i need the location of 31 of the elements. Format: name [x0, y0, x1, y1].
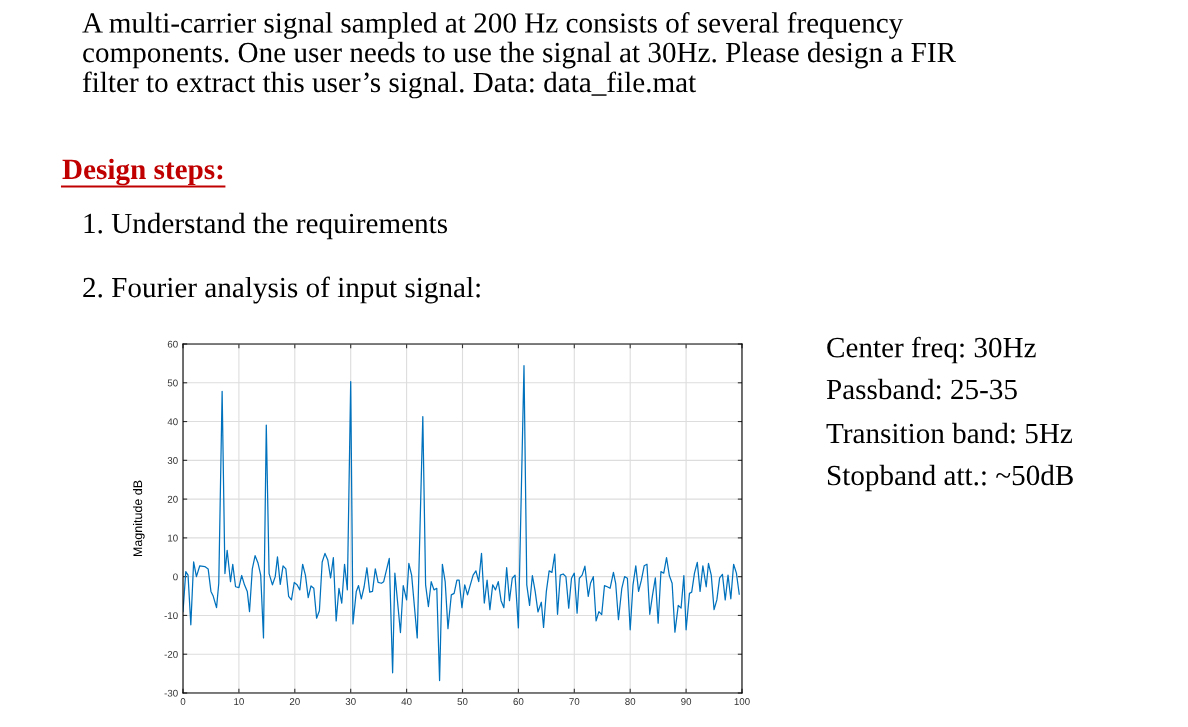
x-tick-label: 60	[513, 698, 524, 705]
y-tick-label: 60	[167, 340, 178, 348]
x-tick-label: 0	[180, 698, 186, 705]
x-tick-label: 90	[681, 698, 692, 705]
x-tick-label: 100	[734, 698, 750, 705]
y-tick-label: -30	[164, 689, 178, 697]
chart-title: A multi-carrier signal sampled at 200 Hz consists of several frequency components. One user needs to use the signal at 30Hz. Please design a FIR filter to extract this user’s signal. Data: data_file.mat	[82, 12, 956, 99]
text: Stopband att.: ~50dB	[827, 464, 1073, 492]
y-tick-label: 0	[173, 573, 178, 581]
x-tick-label: 20	[289, 698, 300, 705]
y-tick-label: 20	[167, 495, 178, 503]
x-tick-label: 10	[234, 698, 244, 705]
y-tick-label: -10	[164, 612, 178, 620]
text: Passband: 25-35	[826, 378, 1017, 400]
text: 1. Understand the requirements	[84, 212, 448, 240]
x-tick-label: 40	[401, 698, 412, 705]
line-series	[183, 365, 740, 682]
y-tick-label: 30	[167, 457, 178, 464]
x-tick-label: 70	[569, 698, 580, 705]
text: Center freq: 30Hz	[827, 336, 1036, 364]
y-tick-label: -20	[164, 650, 178, 658]
y-tick-label: 10	[168, 534, 178, 542]
y-tick-label: 50	[167, 379, 178, 387]
y-tick-label: 40	[167, 418, 178, 426]
y-axis-title: Magnitude dB	[132, 480, 145, 557]
text: Transition band: 5Hz	[826, 422, 1073, 444]
text: Design steps:	[62, 158, 223, 186]
x-tick-label: 80	[625, 698, 636, 705]
x-tick-label: 30	[345, 698, 356, 705]
text: 2. Fourier analysis of input signal:	[83, 276, 480, 304]
x-tick-label: 50	[457, 698, 468, 705]
